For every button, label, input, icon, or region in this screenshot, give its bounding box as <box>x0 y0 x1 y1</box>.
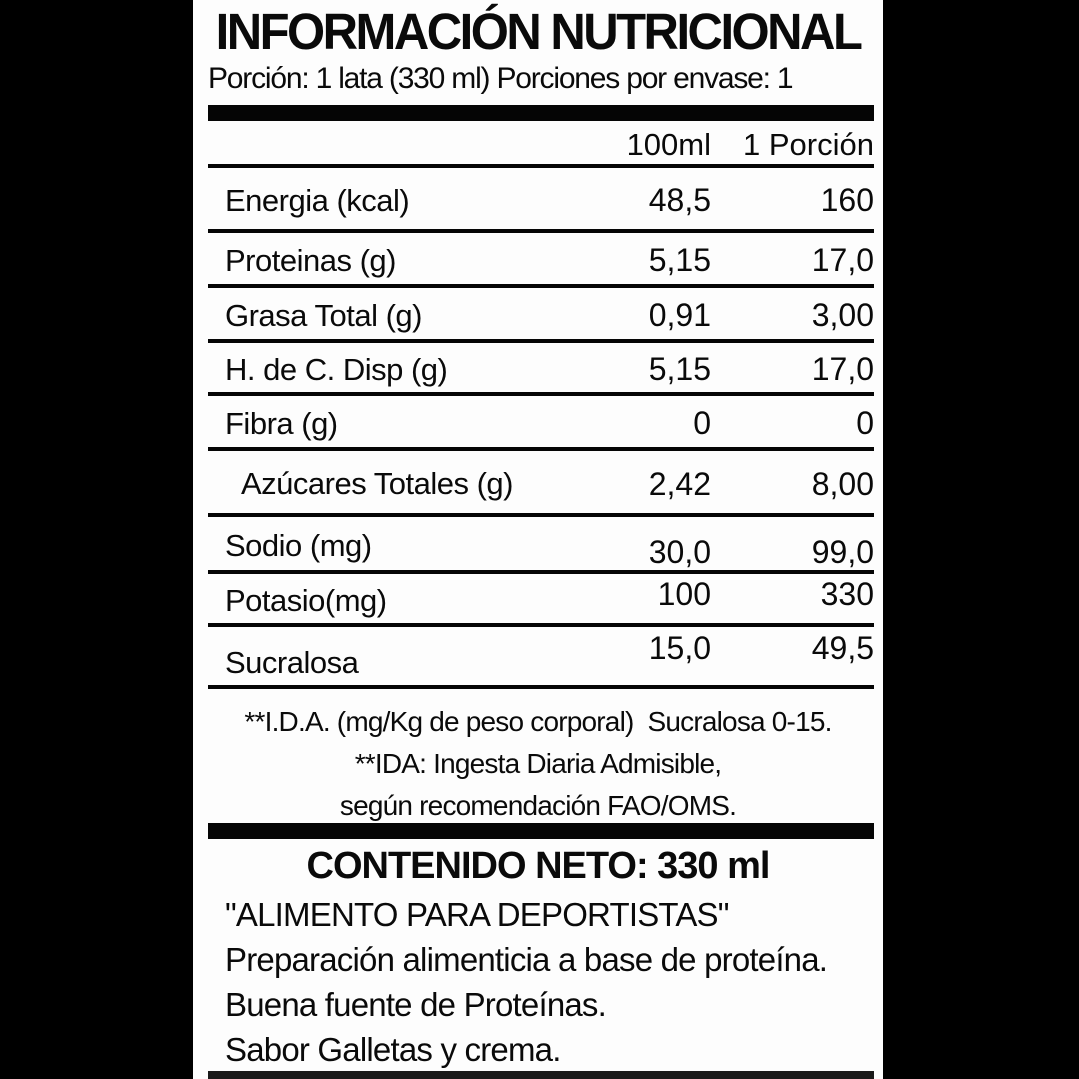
column-header-row: 100ml 1 Porción <box>208 121 874 168</box>
product-description: "ALIMENTO PARA DEPORTISTAS" Preparación … <box>225 892 865 1072</box>
nutrient-name: H. de C. Disp (g) <box>225 351 448 387</box>
value-per-100ml: 15,0 <box>648 629 711 666</box>
footnote-fao-oms: según recomendación FAO/OMS. <box>339 790 737 821</box>
value-per-portion: 17,0 <box>811 242 874 278</box>
nutrient-row-proteinas: Proteinas (g) 5,15 17,0 <box>208 237 874 288</box>
divider-bar-middle <box>208 823 874 839</box>
value-per-portion: 99,0 <box>811 534 874 570</box>
description-line-preparacion: Preparación alimenticia a base de proteí… <box>225 941 828 978</box>
divider-bar-top <box>208 105 874 121</box>
description-line-fuente: Buena fuente de Proteínas. <box>225 986 607 1023</box>
label-title: INFORMACIÓN NUTRICIONAL <box>215 3 863 61</box>
value-per-100ml: 2,42 <box>648 465 711 502</box>
value-per-portion: 3,00 <box>811 297 874 333</box>
column-header-100ml: 100ml <box>626 126 711 162</box>
nutrient-name: Sucralosa <box>225 645 359 680</box>
footnote-ida-range: **I.D.A. (mg/Kg de peso corporal) Sucral… <box>244 706 832 737</box>
value-per-100ml: 48,5 <box>648 182 711 218</box>
nutrient-row-fibra: Fibra (g) 0 0 <box>208 400 874 451</box>
nutrient-name: Sodio (mg) <box>225 527 372 563</box>
nutrient-name: Grasa Total (g) <box>225 297 422 333</box>
value-per-100ml: 100 <box>657 576 711 612</box>
description-line-sabor: Sabor Galletas y crema. <box>225 1031 561 1068</box>
footnote-ida-definition: **IDA: Ingesta Diaria Admisible, <box>354 748 722 779</box>
nutrient-row-sodio: Sodio (mg) 30,0 99,0 <box>208 521 874 574</box>
bottom-edge-bar <box>208 1071 874 1079</box>
nutrient-row-potasio: Potasio(mg) 100 330 <box>208 576 874 627</box>
value-per-100ml: 0 <box>693 405 711 441</box>
value-per-portion: 17,0 <box>811 351 874 387</box>
footnotes-block: **I.D.A. (mg/Kg de peso corporal) Sucral… <box>193 701 883 827</box>
value-per-100ml: 5,15 <box>648 351 711 387</box>
value-per-portion: 0 <box>856 405 874 441</box>
nutrition-label-panel: INFORMACIÓN NUTRICIONAL Porción: 1 lata … <box>193 0 883 1079</box>
nutrient-row-sucralosa: Sucralosa 15,0 49,5 <box>208 629 874 689</box>
value-per-portion: 160 <box>820 182 874 218</box>
value-per-100ml: 30,0 <box>648 534 711 570</box>
nutrient-name: Potasio(mg) <box>225 582 387 618</box>
nutrient-name: Fibra (g) <box>225 405 338 441</box>
value-per-portion: 330 <box>820 576 874 612</box>
nutrient-name: Azúcares Totales (g) <box>241 466 514 501</box>
nutrient-row-h-de-c-disp: H. de C. Disp (g) 5,15 17,0 <box>208 347 874 396</box>
net-content-title: CONTENIDO NETO: 330 ml <box>306 845 771 887</box>
description-line-alimento: "ALIMENTO PARA DEPORTISTAS" <box>225 896 729 933</box>
nutrient-row-grasa-total: Grasa Total (g) 0,91 3,00 <box>208 292 874 343</box>
value-per-100ml: 5,15 <box>648 242 711 278</box>
nutrient-name: Energia (kcal) <box>225 182 410 218</box>
serving-info: Porción: 1 lata (330 ml) Porciones por e… <box>208 62 794 95</box>
header-rule <box>208 121 874 168</box>
nutrient-row-energia: Energia (kcal) 48,5 160 <box>208 172 874 233</box>
value-per-portion: 49,5 <box>811 629 874 666</box>
value-per-100ml: 0,91 <box>648 297 711 333</box>
nutrient-row-azucares-totales: Azúcares Totales (g) 2,42 8,00 <box>208 455 874 517</box>
nutrient-name: Proteinas (g) <box>225 242 396 278</box>
value-per-portion: 8,00 <box>811 465 874 502</box>
column-header-portion: 1 Porción <box>743 126 874 162</box>
